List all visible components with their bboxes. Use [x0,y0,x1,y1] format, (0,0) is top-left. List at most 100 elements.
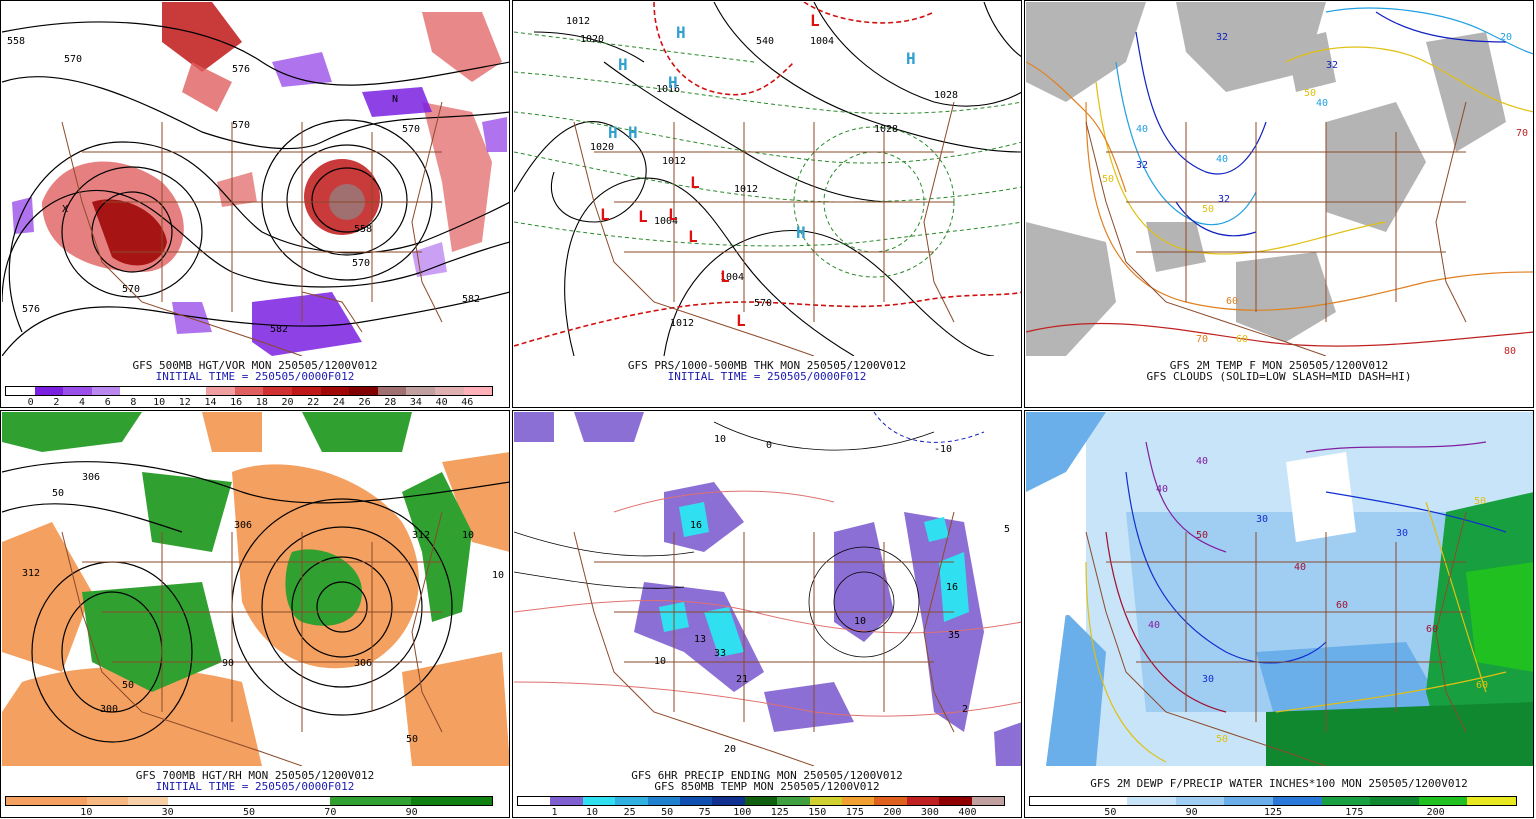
colorbar-label: 70 [324,807,337,818]
colorbar-swatch [1370,797,1419,805]
map-surface-pressure: 1012 1020 1016 1004 1012 1004 1012 1004 1028 1… [514,2,1021,356]
panel-subtitle: INITIAL TIME = 250505/0000F012 [667,370,867,383]
colorbar-label: 0 [27,397,34,408]
colorbar-swatch [127,797,168,805]
colorbar-swatch [1030,797,1079,805]
svg-text:32: 32 [1136,160,1148,171]
svg-text:60: 60 [1336,600,1348,611]
svg-text:16: 16 [690,520,702,531]
svg-text:1012: 1012 [670,318,694,329]
svg-text:60: 60 [1476,680,1488,691]
colorbar-swatch [712,797,745,805]
svg-text:X: X [62,204,68,215]
svg-text:1016: 1016 [656,84,680,95]
colorbar-swatch [208,797,249,805]
svg-text:570: 570 [402,124,420,135]
svg-text:10: 10 [854,616,866,627]
svg-text:40: 40 [1148,620,1160,631]
svg-text:312: 312 [412,530,430,541]
colorbar-label: 10 [153,397,166,408]
svg-text:H: H [618,55,628,74]
svg-text:558: 558 [354,224,372,235]
svg-text:50: 50 [1474,496,1486,507]
svg-text:576: 576 [232,64,250,75]
svg-text:35: 35 [948,630,960,641]
colorbar-swatch [249,797,290,805]
svg-text:30: 30 [1202,674,1214,685]
panel-title: GFS 2M TEMP F MON 250505/1200V012 [1169,359,1389,372]
colorbar-swatch [406,387,435,395]
colorbar-swatch [168,797,209,805]
colorbar-swatch [120,387,149,395]
colorbar-swatch [289,797,330,805]
svg-text:L: L [690,173,700,192]
colorbar-swatch [1321,797,1371,805]
svg-text:40: 40 [1316,98,1328,109]
svg-text:L: L [600,205,610,224]
colorbar-swatch [148,387,178,395]
colorbar-label: 12 [178,397,191,408]
svg-text:32: 32 [1216,32,1228,43]
panel-subtitle: INITIAL TIME = 250505/0000F012 [155,370,355,383]
svg-text:5: 5 [1004,524,1010,535]
colorbar-label: 28 [384,397,397,408]
panel-title: GFS 2M DEWP F/PRECIP WATER INCHES*100 MO… [1090,777,1468,790]
colorbar-swatch [291,387,321,395]
colorbar-swatch [411,797,452,805]
colorbar-label: 8 [130,397,137,408]
svg-text:H: H [628,123,638,142]
colorbar-label: 14 [204,397,217,408]
svg-text:1020: 1020 [580,34,604,45]
colorbar-swatch [777,797,810,805]
colorbar-label: 26 [358,397,371,408]
svg-text:540: 540 [756,36,774,47]
svg-text:50: 50 [1216,734,1228,745]
colorbar-label: 50 [242,807,256,818]
colorbar-label: 18 [255,397,268,408]
svg-text:21: 21 [736,674,748,685]
map-700mb-rh: 306 312 306 300 312 306 50 10 10 50 90 50 [2,412,509,766]
svg-text:570: 570 [232,120,250,131]
colorbar-label: 46 [461,397,474,408]
colorbar-label: 50 [661,807,674,818]
svg-text:L: L [736,311,746,330]
svg-text:H: H [796,223,806,242]
svg-text:H: H [668,73,678,92]
svg-text:2: 2 [962,704,968,715]
svg-text:L: L [720,267,730,286]
colorbar-swatch [1418,797,1468,805]
svg-text:80: 80 [1504,346,1516,356]
svg-text:32: 32 [1218,194,1230,205]
svg-text:306: 306 [234,520,252,531]
map-500mb-vorticity: 570 570 576 582 570 558 558 570 570 576 582 N X [2,2,509,356]
colorbar-vorticity: 0 2 4 6 8 10 12 14 16 18 20 22 24 26 28 34 40 46 [5,386,493,408]
colorbar-label: 22 [307,397,320,408]
colorbar-swatch [349,387,378,395]
svg-text:1028: 1028 [874,124,898,135]
svg-text:50: 50 [1196,530,1208,541]
svg-text:576: 576 [22,304,40,315]
colorbar-swatch [809,797,843,805]
colorbar-swatch [263,387,292,395]
colorbar-label: 125 [1263,807,1283,818]
colorbar-label: 75 [698,807,711,818]
colorbar-label: 20 [281,397,294,408]
colorbar-label: 30 [161,807,174,818]
svg-text:1004: 1004 [654,216,678,227]
colorbar-swatch [6,387,35,395]
svg-text:20: 20 [724,744,736,755]
colorbar-label: 16 [230,397,243,408]
svg-text:306: 306 [354,658,372,669]
svg-text:312: 312 [22,568,40,579]
colorbar-label: 125 [770,807,789,818]
svg-text:H: H [906,49,916,68]
svg-text:70: 70 [1516,128,1528,139]
colorbar-swatch [550,797,583,805]
svg-text:10: 10 [462,530,474,541]
svg-text:40: 40 [1216,154,1228,165]
svg-text:N: N [392,94,398,105]
svg-text:1028: 1028 [934,90,958,101]
colorbar-swatch [582,797,616,805]
svg-text:558: 558 [7,36,25,47]
colorbar-label: 2 [53,397,60,408]
